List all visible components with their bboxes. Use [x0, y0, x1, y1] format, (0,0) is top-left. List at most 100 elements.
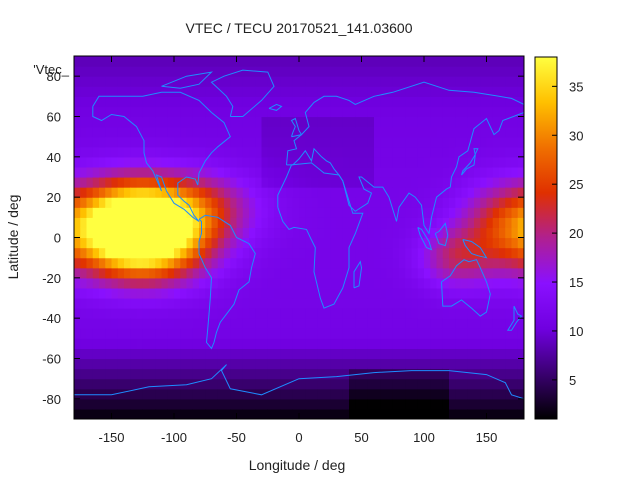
heatmap-cell — [80, 187, 88, 198]
heatmap-cell — [355, 166, 363, 178]
heatmap-cell — [111, 318, 119, 329]
heatmap-cell — [330, 76, 338, 87]
y-tick-label: 40 — [47, 150, 61, 165]
heatmap-cell — [105, 408, 113, 419]
heatmap-cell — [311, 338, 319, 350]
heatmap-cell — [436, 76, 444, 87]
heatmap-cell — [267, 287, 275, 299]
heatmap-cell — [117, 318, 125, 329]
heatmap-cell — [199, 398, 206, 410]
heatmap-cell — [461, 96, 469, 108]
heatmap-cell — [86, 126, 94, 138]
heatmap-cell — [161, 146, 169, 158]
heatmap-cell — [274, 116, 281, 128]
heatmap-cell — [211, 136, 219, 148]
heatmap-cell — [511, 207, 519, 218]
heatmap-cell — [442, 358, 450, 370]
heatmap-cell — [155, 116, 163, 128]
heatmap-cell — [86, 146, 94, 158]
heatmap-cell — [486, 116, 494, 128]
heatmap-cell — [111, 96, 119, 108]
heatmap-cell — [461, 166, 469, 178]
heatmap-cell — [355, 177, 363, 188]
coastline-path — [290, 117, 303, 138]
heatmap-cell — [155, 136, 163, 148]
heatmap-cell — [274, 247, 281, 259]
heatmap-cell — [92, 56, 100, 67]
heatmap-cell — [211, 177, 219, 188]
heatmap-cell — [142, 237, 150, 249]
heatmap-cell — [499, 287, 506, 299]
heatmap-cell — [380, 308, 388, 319]
heatmap-cell — [424, 308, 431, 319]
heatmap-cell — [186, 227, 194, 239]
heatmap-cell — [280, 338, 288, 350]
heatmap-cell — [136, 298, 144, 309]
heatmap-cell — [380, 197, 388, 208]
heatmap-cell — [299, 388, 306, 400]
heatmap-cell — [280, 318, 288, 329]
heatmap-cell — [217, 136, 225, 148]
heatmap-cell — [211, 408, 219, 419]
heatmap-cell — [492, 358, 500, 370]
heatmap-cell — [430, 358, 438, 370]
heatmap-cell — [130, 86, 138, 97]
heatmap-cell — [92, 217, 100, 229]
heatmap-cell — [130, 166, 138, 178]
heatmap-cell — [492, 308, 500, 319]
heatmap-cell — [461, 318, 469, 329]
heatmap-cell — [436, 277, 444, 289]
heatmap-cell — [174, 56, 181, 67]
heatmap-cell — [249, 76, 256, 87]
heatmap-cell — [199, 66, 206, 77]
heatmap-cell — [505, 146, 513, 158]
heatmap-cell — [124, 56, 131, 67]
heatmap-cell — [305, 378, 313, 390]
heatmap-cell — [305, 388, 313, 400]
heatmap-cell — [474, 207, 481, 218]
heatmap-cell — [505, 408, 513, 419]
heatmap-cell — [480, 126, 488, 138]
heatmap-cell — [199, 146, 206, 158]
heatmap-cell — [342, 66, 350, 77]
heatmap-cell — [117, 136, 125, 148]
heatmap-cell — [486, 146, 494, 158]
heatmap-cell — [492, 197, 500, 208]
heatmap-cell — [105, 106, 113, 118]
heatmap-cell — [367, 388, 375, 400]
heatmap-cell — [236, 368, 244, 380]
heatmap-cell — [292, 56, 300, 67]
heatmap-cell — [417, 166, 425, 178]
heatmap-cell — [92, 338, 100, 350]
heatmap-cell — [274, 388, 281, 400]
heatmap-cell — [261, 76, 269, 87]
heatmap-cell — [392, 136, 400, 148]
heatmap-cell — [167, 338, 175, 350]
heatmap-cell — [255, 197, 263, 208]
heatmap-cell — [292, 298, 300, 309]
heatmap-cell — [174, 106, 181, 118]
heatmap-cell — [167, 166, 175, 178]
heatmap-cell — [430, 86, 438, 97]
heatmap-cell — [267, 96, 275, 108]
heatmap-cell — [467, 56, 475, 67]
heatmap-cell — [324, 177, 331, 188]
heatmap-cell — [355, 86, 363, 97]
heatmap-cell — [505, 156, 513, 168]
heatmap-cell — [161, 267, 169, 279]
heatmap-cell — [330, 197, 338, 208]
heatmap-cell — [205, 126, 213, 138]
heatmap-cell — [174, 318, 181, 329]
heatmap-cell — [199, 368, 206, 380]
heatmap-cell — [324, 227, 331, 239]
heatmap-cell — [449, 308, 456, 319]
heatmap-cell — [292, 338, 300, 350]
heatmap-cell — [361, 227, 369, 239]
heatmap-cell — [380, 76, 388, 87]
heatmap-cell — [461, 388, 469, 400]
heatmap-cell — [492, 287, 500, 299]
heatmap-cell — [411, 257, 419, 269]
heatmap-cell — [99, 217, 106, 229]
heatmap-cell — [211, 227, 219, 239]
heatmap-cell — [105, 287, 113, 299]
